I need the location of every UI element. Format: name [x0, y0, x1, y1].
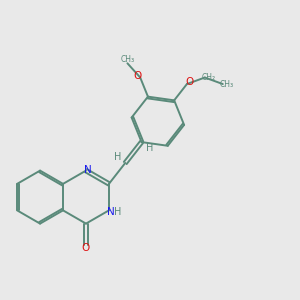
Text: CH₂: CH₂	[202, 73, 216, 82]
Text: N: N	[84, 165, 91, 175]
Text: CH₃: CH₃	[220, 80, 234, 88]
Text: H: H	[114, 152, 121, 162]
Text: O: O	[186, 77, 194, 87]
Text: CH₃: CH₃	[120, 55, 134, 64]
Text: O: O	[82, 243, 90, 253]
Text: H: H	[114, 207, 121, 217]
Text: H: H	[146, 143, 153, 153]
Text: O: O	[133, 71, 141, 82]
Text: N: N	[107, 207, 115, 217]
